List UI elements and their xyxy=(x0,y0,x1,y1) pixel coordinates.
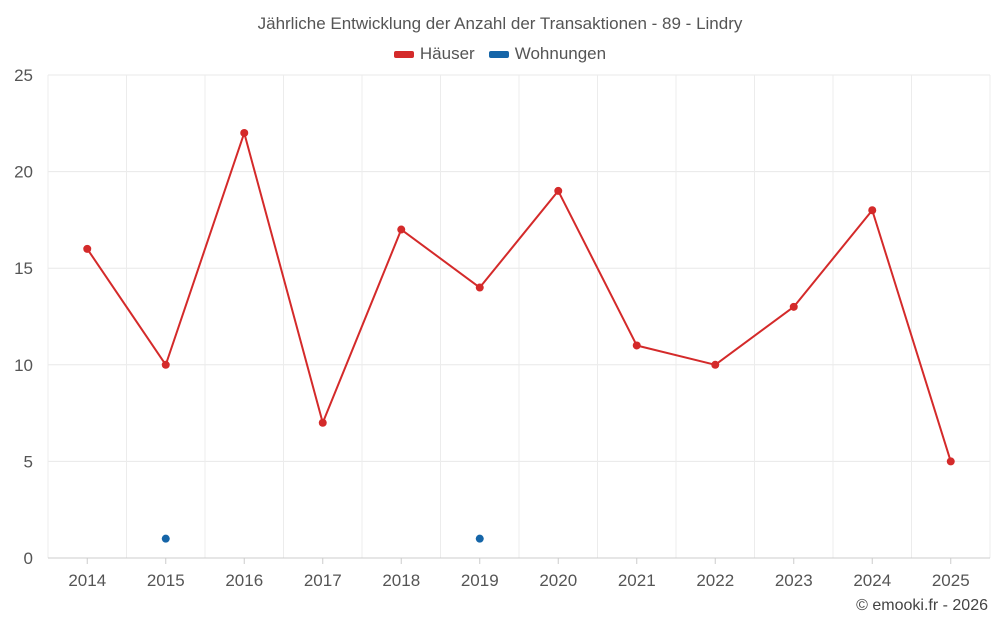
x-tick-label: 2017 xyxy=(304,571,342,590)
legend-item-haeuser[interactable]: Häuser xyxy=(393,44,475,64)
x-tick-label: 2018 xyxy=(382,571,420,590)
data-point-0 xyxy=(711,360,720,369)
chart-legend: Häuser Wohnungen xyxy=(0,44,1000,64)
x-tick-label: 2014 xyxy=(68,571,106,590)
data-point-0 xyxy=(789,302,798,311)
legend-label-haeuser: Häuser xyxy=(419,44,475,63)
legend-swatch-wohnungen xyxy=(488,50,509,58)
data-point-0 xyxy=(397,225,406,234)
data-point-0 xyxy=(318,418,327,427)
series-line-0 xyxy=(86,131,952,462)
data-point-0 xyxy=(240,128,249,137)
data-point-0 xyxy=(946,457,955,466)
x-tick-label: 2023 xyxy=(775,571,813,590)
x-tick-label: 2024 xyxy=(853,571,891,590)
chart-title: Jährliche Entwicklung der Anzahl der Tra… xyxy=(257,14,743,33)
x-tick-label: 2020 xyxy=(539,571,577,590)
copyright-credit: © emooki.fr - 2026 xyxy=(856,597,988,614)
data-point-0 xyxy=(632,341,641,350)
x-tick-label: 2019 xyxy=(461,571,499,590)
legend-swatch-haeuser xyxy=(393,50,414,58)
y-tick-label: 20 xyxy=(14,163,33,182)
data-point-1 xyxy=(161,534,170,543)
y-tick-label: 15 xyxy=(14,259,33,278)
data-point-0 xyxy=(161,360,170,369)
x-tick-label: 2016 xyxy=(225,571,263,590)
x-tick-label: 2025 xyxy=(932,571,970,590)
data-point-0 xyxy=(83,244,92,253)
legend-label-wohnungen: Wohnungen xyxy=(514,44,607,63)
y-tick-label: 0 xyxy=(24,549,33,568)
data-point-0 xyxy=(868,206,877,215)
x-tick-label: 2021 xyxy=(618,571,656,590)
y-tick-label: 10 xyxy=(14,356,33,375)
data-point-0 xyxy=(475,283,484,292)
data-point-0 xyxy=(554,186,563,195)
x-tick-label: 2022 xyxy=(696,571,734,590)
data-point-1 xyxy=(475,534,484,543)
x-tick-label: 2015 xyxy=(147,571,185,590)
y-tick-label: 25 xyxy=(14,66,33,85)
legend-item-wohnungen[interactable]: Wohnungen xyxy=(488,44,607,64)
y-tick-label: 5 xyxy=(24,452,33,471)
